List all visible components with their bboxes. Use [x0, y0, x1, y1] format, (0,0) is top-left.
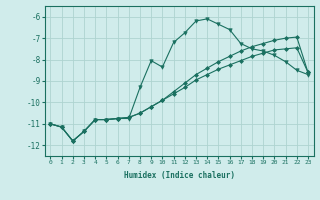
X-axis label: Humidex (Indice chaleur): Humidex (Indice chaleur)	[124, 171, 235, 180]
